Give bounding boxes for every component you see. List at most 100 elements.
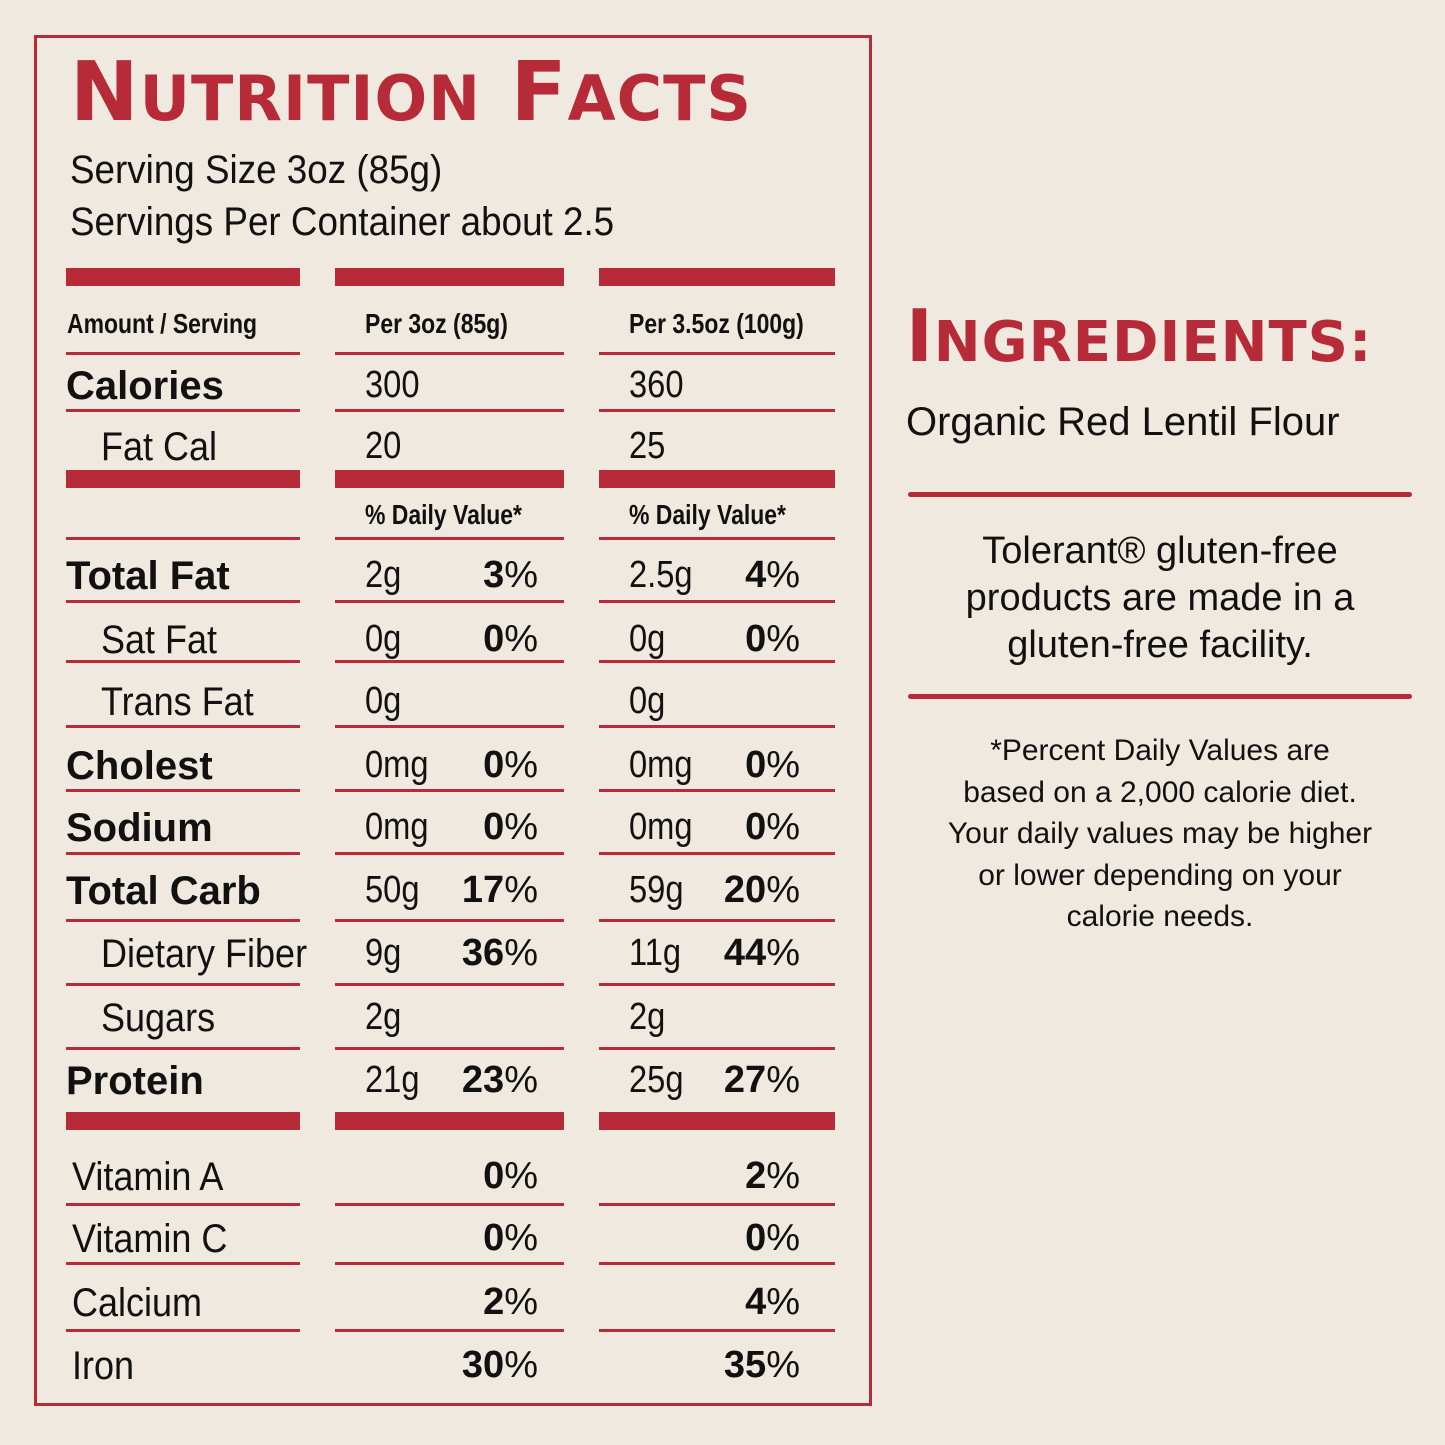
rule-line	[66, 537, 300, 540]
calcium-dv-100g-number: 4	[745, 1281, 767, 1323]
amount-serving-label: Amount / Serving	[67, 308, 258, 339]
dietary-fiber-dv-85g: 36%	[400, 934, 538, 972]
serving-size: Serving Size 3oz (85g)	[70, 148, 443, 192]
sugars-value-100g: 2g	[629, 996, 666, 1038]
total-fat-label: Total Fat	[66, 554, 230, 598]
calories-label: Calories	[66, 364, 224, 408]
calcium-dv-100g-sign: %	[766, 1281, 800, 1323]
rule-line	[335, 1203, 564, 1206]
rule-line	[335, 660, 564, 663]
trans-fat-label: Trans Fat	[101, 680, 254, 724]
protein-dv-100g: 27%	[660, 1061, 800, 1099]
divider	[908, 694, 1412, 699]
protein-dv-85g-number: 23	[461, 1059, 505, 1101]
rule-line	[599, 537, 835, 540]
rule-line	[335, 983, 564, 986]
total-fat-value-85g: 2g	[365, 554, 402, 596]
protein-dv-85g: 23%	[400, 1061, 538, 1099]
sodium-dv-100g: 0%	[660, 808, 800, 846]
calcium-dv-85g: 2%	[400, 1283, 538, 1321]
dietary-fiber-dv-100g: 44%	[660, 934, 800, 972]
calcium-dv-85g-sign: %	[504, 1281, 538, 1323]
cholest-dv-100g-number: 0	[745, 744, 767, 786]
thick-divider	[335, 268, 564, 286]
rule-line	[599, 789, 835, 792]
vitamin-a-dv-100g-sign: %	[766, 1155, 800, 1197]
ingredients-text: Organic Red Lentil Flour	[906, 400, 1340, 444]
thick-divider	[66, 268, 300, 286]
fat-cal-label: Fat Cal	[101, 425, 218, 469]
total-carb-dv-100g-sign: %	[766, 869, 800, 911]
total-carb-dv-85g-sign: %	[504, 869, 538, 911]
sat-fat-dv-85g: 0%	[400, 620, 538, 658]
rule-line	[599, 852, 835, 855]
calcium-label: Calcium	[72, 1281, 203, 1325]
total-carb-dv-85g: 17%	[400, 871, 538, 909]
rule-line	[599, 919, 835, 922]
vitamin-c-dv-85g-sign: %	[504, 1217, 538, 1259]
rule-line	[66, 983, 300, 986]
sat-fat-dv-85g-sign: %	[504, 618, 538, 660]
rule-line	[599, 1262, 835, 1265]
protein-dv-100g-sign: %	[766, 1059, 800, 1101]
rule-line	[66, 660, 300, 663]
vitamin-a-dv-100g: 2%	[660, 1157, 800, 1195]
rule-line	[599, 1203, 835, 1206]
dietary-fiber-dv-85g-sign: %	[504, 932, 538, 974]
sat-fat-dv-85g-number: 0	[483, 618, 505, 660]
rule-line	[335, 1262, 564, 1265]
daily-value-header-100g: % Daily Value*	[629, 499, 786, 530]
sat-fat-value-85g: 0g	[365, 618, 402, 660]
daily-value-header-85g: % Daily Value*	[365, 499, 522, 530]
rule-line	[599, 660, 835, 663]
iron-dv-100g: 35%	[660, 1346, 800, 1384]
vitamin-a-dv-85g-number: 0	[483, 1155, 505, 1197]
rule-line	[66, 409, 300, 412]
thick-divider	[66, 1112, 300, 1130]
vitamin-c-dv-85g: 0%	[400, 1219, 538, 1257]
vitamin-c-dv-85g-number: 0	[483, 1217, 505, 1259]
sugars-value-85g: 2g	[365, 996, 402, 1038]
cholest-dv-85g: 0%	[400, 746, 538, 784]
calcium-dv-85g-number: 2	[483, 1281, 505, 1323]
dietary-fiber-value-100g: 11g	[629, 932, 682, 974]
dietary-fiber-dv-100g-sign: %	[766, 932, 800, 974]
cholest-label: Cholest	[66, 744, 213, 788]
sugars-label: Sugars	[101, 996, 216, 1040]
trans-fat-value-85g: 0g	[365, 680, 402, 722]
total-fat-dv-100g: 4%	[660, 556, 800, 594]
protein-dv-85g-sign: %	[504, 1059, 538, 1101]
rule-line	[66, 352, 300, 355]
rule-line	[66, 1262, 300, 1265]
trans-fat-value-100g: 0g	[629, 680, 666, 722]
rule-line	[66, 919, 300, 922]
sat-fat-dv-100g-sign: %	[766, 618, 800, 660]
total-carb-dv-100g: 20%	[660, 871, 800, 909]
rule-line	[599, 1047, 835, 1050]
column-header-100g: Per 3.5oz (100g)	[629, 308, 804, 339]
vitamin-a-dv-85g: 0%	[400, 1157, 538, 1195]
total-carb-value-85g: 50g	[365, 869, 420, 911]
thick-divider	[599, 1112, 835, 1130]
sodium-dv-85g-sign: %	[504, 806, 538, 848]
calcium-dv-100g: 4%	[660, 1283, 800, 1321]
nutrition-panel	[34, 35, 872, 1406]
sat-fat-label: Sat Fat	[101, 618, 218, 662]
daily-value-footnote: *Percent Daily Values are based on a 2,0…	[947, 734, 1373, 933]
column-header-85g: Per 3oz (85g)	[365, 308, 508, 339]
dietary-fiber-dv-100g-number: 44	[723, 932, 767, 974]
iron-dv-100g-sign: %	[766, 1344, 800, 1386]
sat-fat-dv-100g: 0%	[660, 620, 800, 658]
rule-line	[335, 725, 564, 728]
rule-line	[599, 983, 835, 986]
servings-per-container: Servings Per Container about 2.5	[70, 200, 615, 244]
rule-line	[66, 1047, 300, 1050]
iron-dv-85g-sign: %	[504, 1344, 538, 1386]
vitamin-a-dv-85g-sign: %	[504, 1155, 538, 1197]
rule-line	[66, 1203, 300, 1206]
divider	[908, 492, 1412, 497]
total-fat-dv-100g-sign: %	[766, 554, 800, 596]
vitamin-c-dv-100g: 0%	[660, 1219, 800, 1257]
rule-line	[66, 600, 300, 603]
thick-divider	[66, 470, 300, 488]
